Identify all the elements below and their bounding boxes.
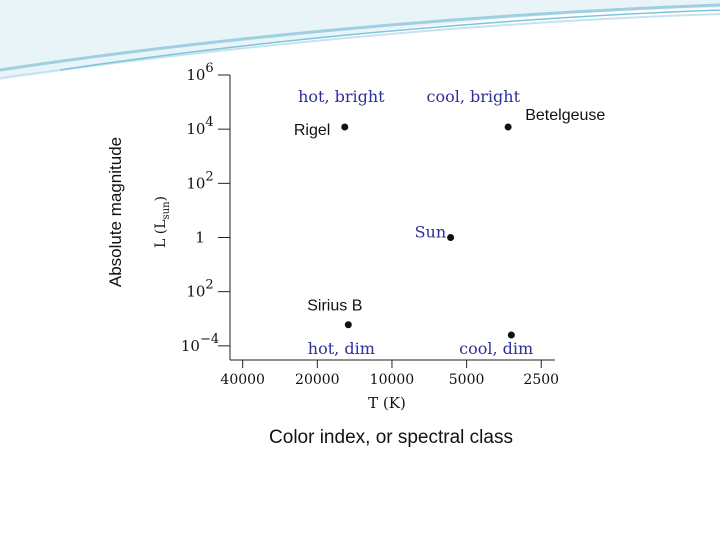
annotation-label: hot, dim [308, 339, 375, 358]
star-name-label: Rigel [294, 122, 330, 139]
x-tick-label: 20000 [295, 372, 340, 388]
y-tick-label: 104 [186, 115, 213, 138]
star-point [504, 123, 512, 131]
y-axis-title-main: L (L [153, 219, 169, 248]
y-axis-title-close: ) [153, 196, 169, 201]
plot-background [143, 68, 575, 416]
svg-text:L (Lsun): L (Lsun) [153, 196, 172, 248]
star-point [447, 234, 455, 242]
x-tick-label: 10000 [370, 372, 415, 388]
left-label: Absolute magnitude [106, 137, 125, 287]
x-axis-title: T (K) [368, 394, 406, 412]
y-tick-base: 10 [186, 66, 205, 84]
y-axis-title: L (Lsun) [153, 196, 172, 248]
bottom-label: Color index, or spectral class [269, 427, 513, 448]
y-tick-label: 102 [186, 278, 213, 301]
decorative-wave-header [0, 0, 720, 80]
star-name-label: Betelgeuse [525, 107, 605, 124]
y-tick-label: 102 [186, 169, 213, 192]
star-point [344, 321, 352, 329]
y-tick-label: 10−4 [181, 332, 219, 355]
y-tick-exponent: −4 [200, 332, 219, 347]
star-labels: Rigel Betelgeuse Sirius B [294, 107, 606, 315]
star-point [507, 331, 515, 339]
y-tick-label: 1 [195, 229, 205, 247]
star-points [341, 123, 515, 339]
annotation-label: hot, bright [298, 87, 385, 106]
star-point [341, 123, 349, 131]
annotation-label: cool, dim [459, 339, 533, 358]
annotation-label: Sun [415, 223, 447, 242]
y-tick-base: 1 [195, 229, 205, 247]
annotation-label: cool, bright [427, 87, 521, 106]
y-tick-label: 106 [186, 61, 213, 84]
y-tick-base: 10 [181, 337, 200, 355]
x-tick-label: 2500 [523, 372, 559, 388]
y-tick-exponent: 4 [205, 115, 213, 130]
star-name-label: Sirius B [307, 298, 362, 315]
x-tick-label: 5000 [449, 372, 485, 388]
y-tick-base: 10 [186, 120, 205, 138]
y-tick-base: 10 [186, 283, 205, 301]
y-tick-base: 10 [186, 174, 205, 192]
x-ticks: 40000 20000 10000 5000 2500 [220, 360, 559, 388]
x-tick-label: 40000 [220, 372, 265, 388]
y-axis-title-sub: sun [161, 201, 172, 220]
y-tick-exponent: 6 [205, 61, 213, 76]
region-annotations: hot, bright cool, bright Sun hot, dim cool, … [298, 87, 533, 358]
y-tick-exponent: 2 [205, 278, 213, 293]
y-tick-exponent: 2 [205, 169, 213, 184]
